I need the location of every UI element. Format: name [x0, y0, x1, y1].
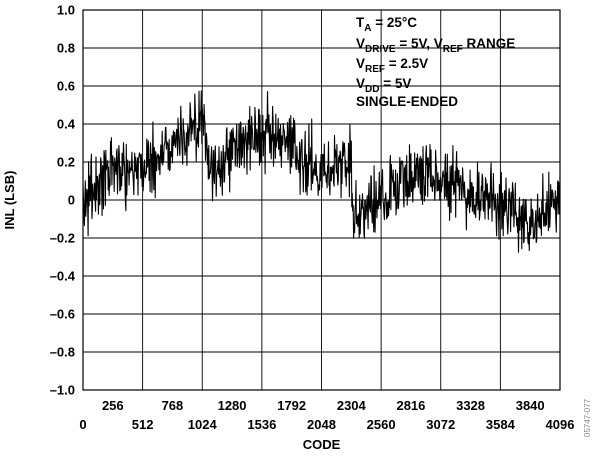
y-tick-label: –1.0	[50, 383, 75, 398]
x-tick-label: 3840	[516, 398, 545, 413]
x-tick-label: 3328	[456, 398, 485, 413]
y-tick-label: 0	[68, 193, 75, 208]
y-axis-title: INL (LSB)	[2, 171, 17, 230]
annotation-line: VDD = 5V	[356, 76, 411, 95]
figure-id: 05747-077	[583, 398, 592, 437]
plot-frame	[82, 9, 561, 391]
annotation-line: VREF = 2.5V	[356, 56, 428, 75]
x-tick-label: 2048	[307, 417, 336, 432]
x-tick-label: 3584	[486, 417, 516, 432]
y-tick-label: 0.2	[57, 155, 75, 170]
x-tick-label: 1280	[218, 398, 247, 413]
x-tick-labels: 0 256 512 768 102412801536179220482304256028…	[79, 398, 574, 432]
x-tick-label: 2560	[367, 417, 396, 432]
x-tick-label: 2304	[337, 398, 367, 413]
y-tick-label: 1.0	[57, 3, 75, 18]
x-tick-label: 1024	[188, 417, 218, 432]
y-tick-label: –0.8	[50, 345, 75, 360]
y-tick-label: 0.8	[57, 41, 75, 56]
y-tick-label: –0.6	[50, 307, 75, 322]
x-tick-label: 0	[79, 417, 86, 432]
x-tick-label: 1536	[247, 417, 276, 432]
y-tick-label: –0.2	[50, 231, 75, 246]
annotation-line: TA = 25°C	[356, 15, 417, 34]
x-tick-label: 4096	[546, 417, 575, 432]
y-tick-label: 0.4	[57, 117, 76, 132]
annotation-line: VDRIVE = 5V, VREF RANGE	[356, 36, 515, 55]
y-tick-label: –0.4	[50, 269, 76, 284]
x-tick-label: 256	[102, 398, 124, 413]
x-tick-label: 512	[132, 417, 154, 432]
x-tick-label: 1792	[277, 398, 306, 413]
x-axis-title: CODE	[303, 437, 341, 452]
inl-series-line	[82, 90, 561, 253]
y-tick-labels: –1.0 –0.8 –0.6 –0.4 –0.2 0 0.2 0.4 0.6 0.8 1.0	[50, 3, 76, 398]
annotation-line: SINGLE-ENDED	[356, 94, 458, 109]
y-tick-label: 0.6	[57, 79, 75, 94]
series-layer	[82, 90, 561, 253]
x-tick-label: 768	[162, 398, 184, 413]
x-tick-label: 3072	[426, 417, 455, 432]
x-tick-label: 2816	[396, 398, 425, 413]
